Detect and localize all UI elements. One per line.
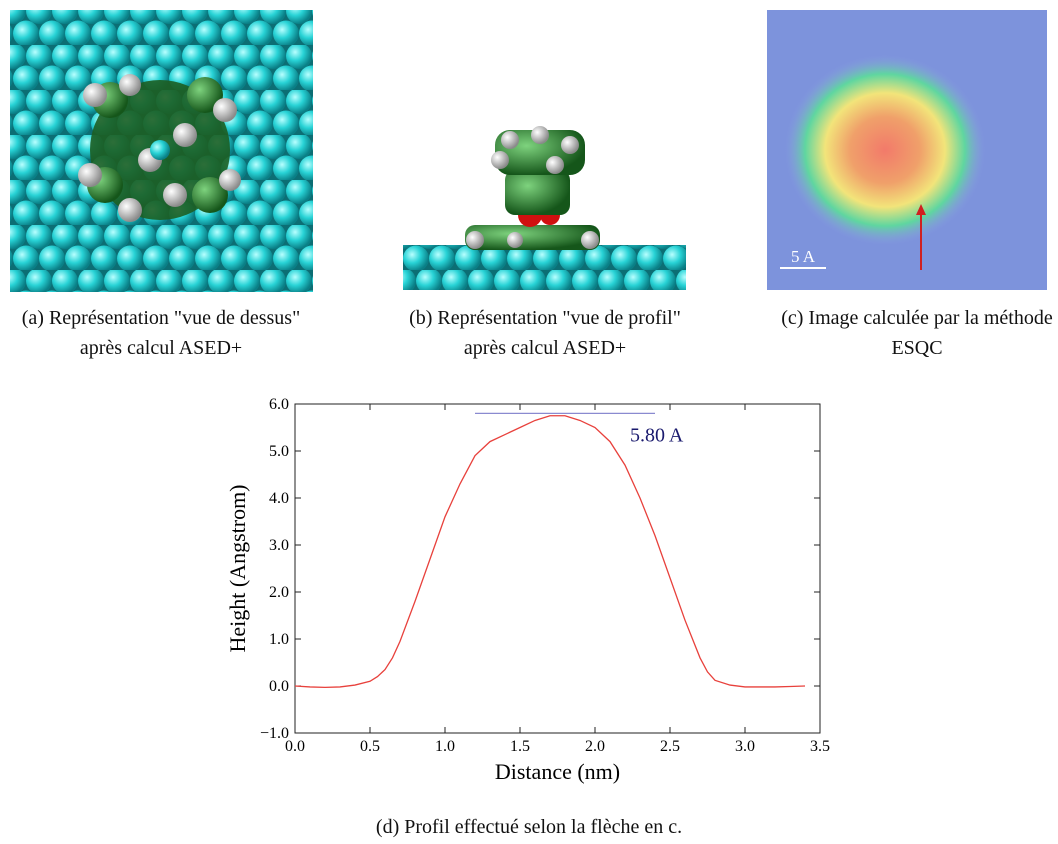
caption-c: (c) Image calculée par la méthode ESQC (781, 307, 1053, 359)
image-b (403, 112, 686, 290)
x-tick-label: 1.5 (510, 738, 530, 755)
x-tick-label: 3.5 (810, 738, 830, 755)
y-tick-label: 2.0 (269, 584, 289, 601)
y-tick-label: 3.0 (269, 537, 289, 554)
x-tick-label: 3.0 (735, 738, 755, 755)
y-tick-label: 4.0 (269, 490, 289, 507)
reference-label: 5.80 A (630, 424, 684, 446)
x-tick-label: 0.0 (285, 738, 305, 755)
image-a (10, 10, 313, 292)
caption-a: (a) Représentation "vue de dessus" après… (21, 307, 301, 359)
y-tick-label: 1.0 (269, 631, 289, 648)
caption-b: (b) Représentation "vue de profil" après… (409, 307, 681, 359)
caption-d: (d) Profil effectué selon la flèche en c… (375, 816, 683, 838)
y-tick-label: 6.0 (269, 396, 289, 413)
line-series (294, 415, 806, 689)
y-axis-label: Height (Angstrom) (225, 484, 250, 652)
x-tick-label: 2.0 (585, 738, 605, 755)
chart: 0.0 0.5 1.0 1.5 2.0 2.5 3.0 3.5−1.00.01.02.03.0… (225, 396, 830, 784)
y-tick-label: 5.0 (269, 443, 289, 460)
y-tick-label: 0.0 (269, 678, 289, 695)
image-c: 5 A (767, 10, 1047, 290)
plot-frame (294, 403, 821, 734)
x-tick-label: 1.0 (435, 738, 455, 755)
y-tick-label: −1.0 (260, 725, 289, 742)
x-tick-label: 2.5 (660, 738, 680, 755)
scale-label: 5 A (791, 247, 816, 266)
x-axis-label: Distance (nm) (495, 759, 620, 784)
x-tick-label: 0.5 (360, 738, 380, 755)
